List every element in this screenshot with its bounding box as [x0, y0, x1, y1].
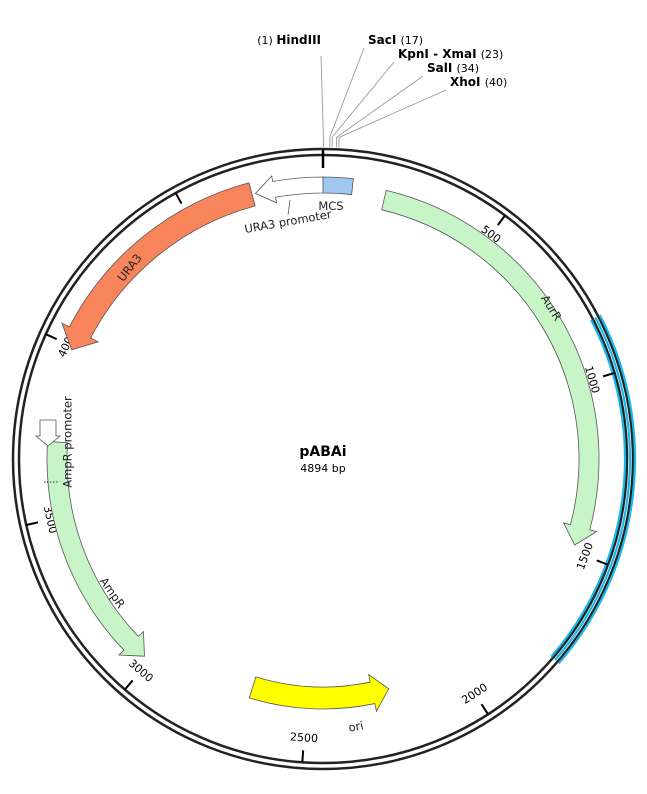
site-name: SacI [368, 33, 401, 47]
tick-label: 2000 [459, 681, 490, 707]
site-leader [320, 55, 324, 148]
feature-ampr-promoter-arrow [34, 419, 62, 447]
site-label: (1) HindIII [257, 33, 321, 47]
tick-label: 1500 [574, 541, 596, 572]
feature-ori-label: ori [347, 718, 364, 734]
tick-label: 2500 [290, 730, 319, 745]
site-label: SacI (17) [368, 33, 423, 47]
feature-ura3-arrow [61, 182, 256, 351]
site-label: SalI (34) [427, 61, 479, 75]
tick-mark [480, 703, 489, 715]
site-pos: (34) [457, 62, 480, 75]
site-leader [336, 75, 424, 148]
backbone-outer [11, 147, 635, 771]
plasmid-name: pABAi [299, 444, 346, 460]
tick-mark [26, 521, 39, 526]
tick-mark [174, 192, 183, 205]
highlight-arc [554, 316, 632, 661]
highlight-segment [550, 314, 637, 665]
restriction-sites: (1) HindIII SacI (17)KpnI - XmaI (23)SalI… [257, 33, 507, 168]
site-label: XhoI (40) [450, 75, 507, 89]
site-pos: (1) [257, 34, 276, 47]
highlight-arc [550, 319, 627, 658]
tick-mark [124, 679, 134, 691]
feature-ura3-promoter-arrow [254, 175, 324, 204]
tick-mark [497, 214, 506, 226]
highlight-arc [557, 314, 637, 665]
site-pos: (23) [481, 48, 504, 61]
site-leader [338, 89, 447, 148]
feature-mcs-label: MCS [318, 199, 343, 213]
feature-ura3-promoter-label: URA3 promoter [243, 207, 333, 236]
site-leader [329, 47, 365, 148]
feature-mcs-box [322, 176, 354, 195]
site-name: KpnI - XmaI [398, 47, 481, 61]
site-leader [331, 61, 395, 148]
site-pos: (40) [485, 76, 508, 89]
site-pos: (17) [401, 34, 424, 47]
tick-mark [596, 559, 609, 566]
ura3-promoter-leader [287, 199, 291, 216]
site-name: SalI [427, 61, 457, 75]
feature-ori-arrow [248, 673, 390, 713]
feature-aurr-arrow [381, 189, 600, 546]
feature-ampr-promoter-label: AmpR promoter [61, 396, 75, 488]
tick-mark [45, 333, 58, 341]
plasmid-length: 4894 bp [300, 462, 345, 475]
site-name: XhoI [450, 75, 485, 89]
site-label: KpnI - XmaI (23) [398, 47, 503, 61]
tick-label: 3000 [126, 657, 156, 685]
site-name: HindIII [276, 33, 321, 47]
tick-mark [301, 750, 305, 763]
tick-mark [602, 372, 615, 378]
